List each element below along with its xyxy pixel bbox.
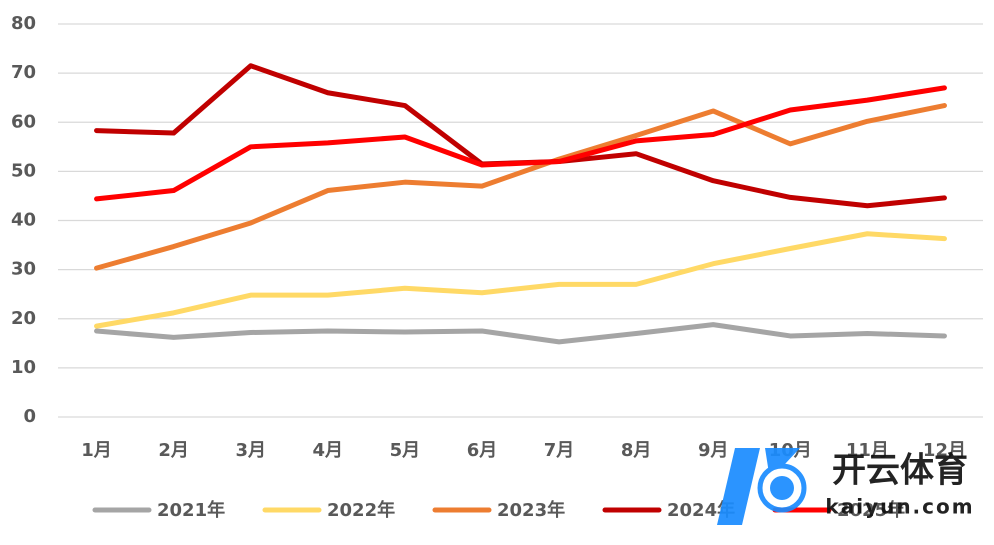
y-tick-label: 50 <box>11 160 36 181</box>
y-tick-label: 30 <box>11 259 36 280</box>
x-tick-label: 5月 <box>390 440 421 461</box>
watermark-logo <box>717 448 760 525</box>
series-line <box>94 85 947 202</box>
y-tick-label: 10 <box>11 357 36 378</box>
watermark-title: 开云体育 <box>832 451 968 491</box>
legend-label: 2022年 <box>327 499 395 521</box>
y-tick-label: 60 <box>11 111 36 132</box>
y-tick-label: 80 <box>11 13 36 34</box>
y-tick-label: 70 <box>11 62 36 83</box>
y-tick-label: 0 <box>23 406 36 427</box>
y-tick-label: 40 <box>11 210 36 231</box>
x-tick-label: 6月 <box>467 440 498 461</box>
x-tick-label: 9月 <box>698 440 729 461</box>
x-tick-label: 2月 <box>158 440 189 461</box>
x-tick-label: 7月 <box>544 440 575 461</box>
legend-label: 2025年 <box>837 499 905 521</box>
y-tick-label: 20 <box>11 308 36 329</box>
legend-label: 2024年 <box>667 499 735 521</box>
watermark-logo <box>770 476 794 500</box>
x-tick-label: 3月 <box>235 440 266 461</box>
watermark-url: kaiyun.com <box>825 495 974 519</box>
series-line <box>94 322 947 345</box>
x-tick-label: 1月 <box>81 440 112 461</box>
x-tick-label: 12月 <box>923 440 966 461</box>
x-tick-label: 4月 <box>313 440 344 461</box>
series-line <box>94 231 947 329</box>
series-line <box>94 103 947 271</box>
watermark: 开云体育 kaiyun.com <box>717 448 974 525</box>
x-tick-label: 8月 <box>621 440 652 461</box>
legend-label: 2021年 <box>157 499 225 521</box>
x-tick-label: 11月 <box>846 440 889 461</box>
legend-label: 2023年 <box>497 499 565 521</box>
